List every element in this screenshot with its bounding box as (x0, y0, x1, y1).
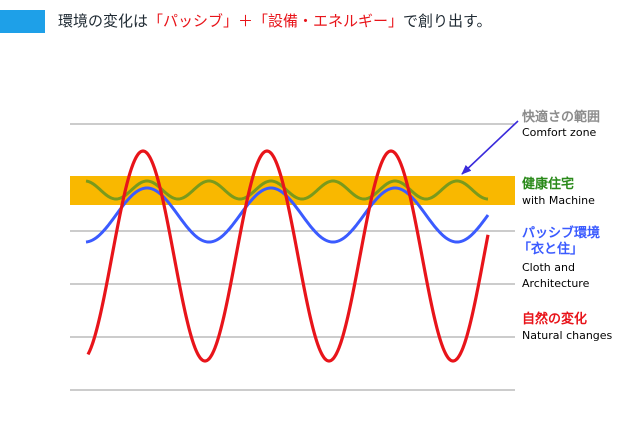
title-marker (0, 10, 45, 33)
passive-label-jp-2: 「衣と住」 (518, 241, 583, 257)
passive-label-jp: パッシブ環境 (522, 225, 600, 241)
title-part-2: 「パッシブ」＋「設備・エネルギー」 (148, 12, 404, 30)
title-part-1: 環境の変化は (58, 12, 149, 30)
machine-label-jp: 健康住宅 (522, 176, 574, 192)
comfort-label-jp: 快適さの範囲 (522, 109, 600, 125)
passive-label-en-1: Cloth and (522, 261, 575, 274)
comfort-label-en: Comfort zone (522, 126, 597, 139)
passive-label-en-2: Architecture (522, 277, 590, 290)
nature-label-jp: 自然の変化 (522, 311, 587, 327)
nature-curve (86, 149, 490, 363)
comfort-arrow (461, 120, 519, 175)
machine-label-en: with Machine (522, 194, 595, 207)
title-part-3: で創り出す。 (403, 12, 492, 30)
nature-label-en: Natural changes (522, 329, 613, 342)
page-title: 環境の変化は「パッシブ」＋「設備・エネルギー」で創り出す。 (58, 10, 492, 33)
machine-curve (85, 179, 489, 201)
